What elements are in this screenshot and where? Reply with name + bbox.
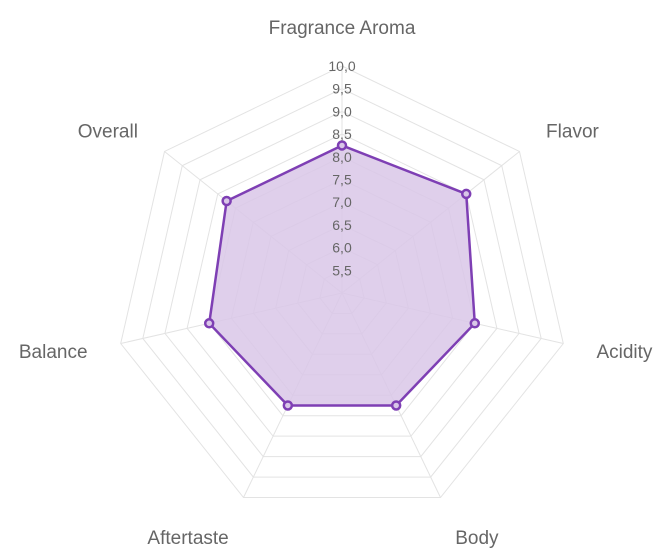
grid-ring: [186, 133, 498, 437]
grid-ring: [120, 65, 564, 499]
radar-series: [203, 140, 481, 411]
tick-label: 7,5: [332, 172, 352, 188]
category-label-overall: Overall: [78, 121, 138, 142]
data-point-fragrance-aroma[interactable]: [336, 140, 348, 151]
category-label-fragrance-aroma: Fragrance Aroma: [269, 18, 416, 39]
data-point-acidity[interactable]: [469, 318, 481, 329]
tick-label: 5,5: [332, 262, 352, 278]
series-area: [207, 144, 477, 407]
category-label-acidity: Acidity: [596, 342, 652, 363]
tick-label: 7,0: [332, 194, 352, 210]
tick-label: 8,0: [332, 149, 352, 165]
tick-label: 9,5: [332, 81, 352, 97]
category-label-balance: Balance: [19, 342, 88, 363]
radial-tick-labels: 5,5 6,0 6,5 7,0 7,5 8,0 8,5 9,0 9,5 10,0: [328, 58, 355, 278]
tick-label: 9,0: [332, 103, 352, 119]
data-point-flavor[interactable]: [460, 188, 472, 200]
category-label-flavor: Flavor: [546, 121, 599, 142]
tick-label: 6,0: [332, 240, 352, 256]
data-point-body[interactable]: [390, 400, 402, 411]
tick-label: 8,5: [332, 126, 352, 142]
tick-label: 10,0: [328, 58, 355, 74]
tick-label: 6,5: [332, 217, 352, 233]
data-point-overall[interactable]: [221, 195, 232, 207]
grid-ring: [164, 110, 520, 458]
category-label-aftertaste: Aftertaste: [147, 528, 228, 549]
category-label-body: Body: [455, 528, 499, 549]
data-point-balance[interactable]: [203, 318, 215, 329]
data-point-aftertaste[interactable]: [282, 400, 294, 411]
category-labels: Fragrance Aroma Flavor Acidity Body Aftertas…: [19, 18, 653, 549]
grid-ring: [142, 88, 542, 478]
